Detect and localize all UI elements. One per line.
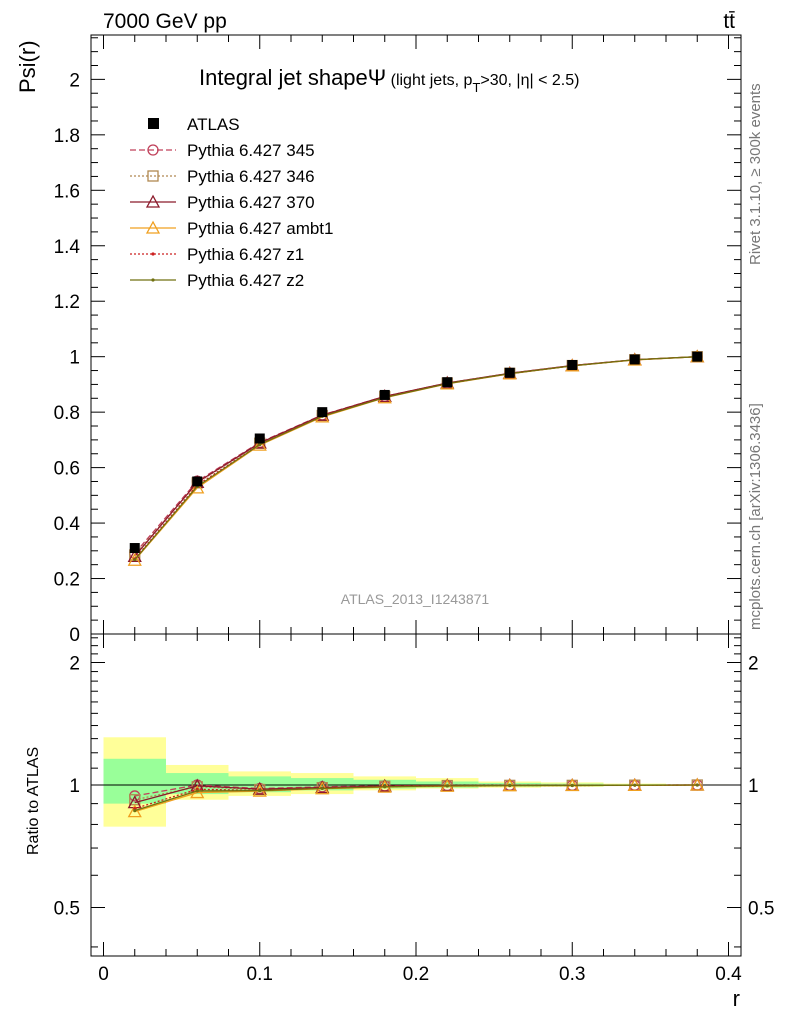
ratio-point-2: [252, 781, 267, 795]
series-line-4: [134, 356, 698, 560]
x-tick-label: 0.1: [247, 964, 273, 985]
ratio-point-5: [133, 809, 137, 813]
ratio-point-5: [258, 788, 262, 793]
band-green: [353, 779, 416, 789]
legend-label: ATLAS: [187, 115, 240, 134]
x-tick-label: 0: [98, 964, 109, 985]
ratio-panel: 0.5 0.5 1 1 2 2 0 0.1 0.2 0.3 0.4 Ratio to ATLAS r: [25, 633, 774, 1011]
y-tick-label: 1.4: [54, 237, 81, 258]
ratio-line-5: [134, 784, 698, 812]
y-tick-label: 0.8: [54, 403, 80, 424]
legend-label: Pythia 6.427 z1: [187, 245, 304, 264]
y-axis-label: Psi(r): [15, 40, 40, 93]
series-line-2: [134, 356, 698, 557]
y-tick-label: 1: [69, 348, 80, 369]
ratio-y-tick-label: 1: [69, 776, 80, 797]
main-panel: 0 0.2 0.4 0.6 0.8 1 1.2 1.4 1.6 1.8 2 Psi(r) Integ…: [15, 34, 742, 646]
atlas-data-point: [254, 433, 265, 444]
y-tick-label: 0.2: [54, 570, 80, 591]
ratio-point-3: [127, 804, 142, 818]
x-tick-label: 0.2: [403, 964, 429, 985]
legend: ATLAS Pythia 6.427 345 Pythia 6.427 346 Pyt…: [130, 115, 333, 290]
series-line-5: [134, 356, 698, 561]
ratio-point-5: [633, 783, 637, 787]
y-tick-label: 2: [69, 70, 80, 91]
atlas-data-point: [317, 407, 328, 418]
legend-marker-0: [147, 144, 159, 156]
legend-atlas-marker: [148, 118, 159, 129]
y-tick-label: 1.6: [54, 181, 80, 202]
atlas-data-point: [629, 354, 640, 365]
ratio-y-tick-label-right: 2: [748, 654, 759, 675]
series-point-3: [127, 552, 142, 566]
ratio-y-tick-label: 0.5: [54, 898, 80, 919]
legend-marker-2: [145, 194, 161, 208]
ratio-y-tick-label-right: 1: [748, 776, 759, 797]
legend-label: Pythia 6.427 370: [187, 193, 315, 212]
ratio-point-5: [195, 789, 199, 793]
series-point-3: [252, 437, 267, 451]
band-green: [166, 773, 229, 795]
ratio-point-5: [695, 783, 699, 787]
atlas-data-point: [129, 543, 140, 554]
x-axis-label: r: [733, 986, 740, 1011]
legend-label: Pythia 6.427 z2: [187, 271, 304, 290]
y-tick-label: 0.4: [54, 514, 81, 535]
legend-marker-4: [151, 252, 155, 256]
main-title: Integral jet shapeΨ (light jets, pT>30, …: [199, 65, 579, 95]
x-tick-label: 0.4: [715, 964, 742, 985]
energy-label: 7000 GeV pp: [103, 10, 227, 33]
legend-marker-5: [151, 278, 155, 282]
legend-label: Pythia 6.427 346: [187, 167, 315, 186]
ratio-point-5: [570, 783, 574, 788]
atlas-data-point: [192, 476, 203, 487]
ratio-point-5: [508, 783, 512, 788]
y-tick-label: 1.8: [54, 126, 80, 147]
y-tick-label: 0.6: [54, 459, 80, 480]
ratio-y-tick-label-right: 0.5: [748, 898, 774, 919]
legend-label: Pythia 6.427 ambt1: [187, 219, 333, 238]
series-line-0: [134, 356, 698, 554]
rivet-label: Rivet 3.1.10, ≥ 300k events: [747, 83, 764, 265]
atlas-data-point: [692, 351, 703, 362]
y-tick-label: 0: [69, 625, 80, 646]
atlas-data-point: [379, 389, 390, 400]
ratio-point-5: [320, 786, 324, 790]
series-point-5: [258, 442, 262, 447]
series-line-3: [134, 356, 698, 561]
ratio-point-5: [383, 785, 387, 789]
analysis-watermark: ATLAS_2013_I1243871: [341, 591, 490, 607]
atlas-data-point: [504, 367, 515, 378]
process-label: tt̄: [723, 10, 735, 33]
x-tick-label: 0.3: [559, 964, 585, 985]
series-point-3: [190, 480, 205, 494]
atlas-data-point: [442, 377, 453, 388]
y-tick-label: 1.2: [54, 292, 80, 313]
legend-marker-1: [147, 170, 159, 182]
series-line-1: [134, 356, 698, 556]
mcplots-label: mcplots.cern.ch [arXiv:1306.3436]: [747, 403, 764, 630]
ratio-point-5: [445, 784, 449, 788]
legend-label: Pythia 6.427 345: [187, 141, 315, 160]
ratio-y-axis-label: Ratio to ATLAS: [25, 747, 42, 855]
legend-marker-3: [145, 220, 161, 234]
series-point-5: [133, 558, 137, 562]
atlas-data-point: [567, 360, 578, 371]
ratio-y-tick-label: 2: [69, 654, 80, 675]
